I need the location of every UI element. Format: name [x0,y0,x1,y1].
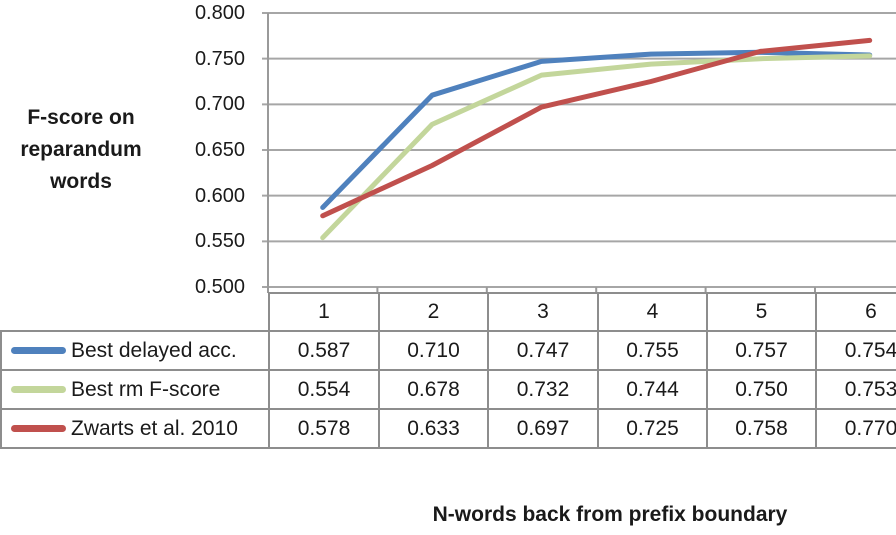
legend-cell: Zwarts et al. 2010 [0,408,270,449]
value-cell: 0.587 [268,330,380,371]
legend-label: Zwarts et al. 2010 [71,416,238,440]
value-cell: 0.633 [378,408,489,449]
y-tick-label: 0.650 [194,139,245,161]
chart-data-table: 1 2 3 4 5 6 Best delayed acc. 0.587 0.710 0.747 0.… [0,292,896,449]
legend-label: Best rm F-score [71,377,221,401]
legend-key-line [11,386,66,393]
y-tick-label: 0.600 [194,185,245,207]
table-row: Best rm F-score 0.554 0.678 0.732 0.744 0.750… [0,369,896,410]
x-category-header: 4 [597,292,708,332]
series-line [320,37,873,219]
x-category-header: 2 [378,292,489,332]
value-cell: 0.770 [815,408,896,449]
series-line [320,53,873,241]
value-cell: 0.757 [706,330,817,371]
table-row: Best delayed acc. 0.587 0.710 0.747 0.755 0.7… [0,330,896,371]
legend-key-line [11,425,66,432]
value-cell: 0.578 [268,408,380,449]
value-cell: 0.554 [268,369,380,410]
value-cell: 0.754 [815,330,896,371]
legend-label: Best delayed acc. [71,338,237,362]
x-category-header: 6 [815,292,896,332]
x-category-header: 5 [706,292,817,332]
x-axis-title: N-words back from prefix boundary [432,503,788,526]
table-row: Zwarts et al. 2010 0.578 0.633 0.697 0.725 0.… [0,408,896,449]
y-tick-label: 0.500 [194,276,245,298]
value-cell: 0.744 [597,369,708,410]
table-corner-empty [1,293,269,331]
x-category-header: 1 [268,292,380,332]
y-tick-label: 0.800 [194,2,245,24]
y-tick-label: 0.550 [194,230,245,252]
plot-area [262,12,896,293]
value-cell: 0.732 [487,369,599,410]
value-cell: 0.678 [378,369,489,410]
legend-cell: Best rm F-score [0,369,270,410]
y-axis-title: F-score on reparandum words [20,106,142,193]
value-cell: 0.758 [706,408,817,449]
legend-key-line [11,347,66,354]
y-tick-label: 0.750 [194,48,245,70]
series-line [320,49,873,210]
value-cell: 0.725 [597,408,708,449]
value-cell: 0.697 [487,408,599,449]
value-cell: 0.710 [378,330,489,371]
value-cell: 0.747 [487,330,599,371]
value-cell: 0.750 [706,369,817,410]
y-tick-label: 0.700 [194,93,245,115]
value-cell: 0.753 [815,369,896,410]
x-category-header: 3 [487,292,599,332]
chart-data-table-wrap: 1 2 3 4 5 6 Best delayed acc. 0.587 0.710 0.747 0.… [0,292,896,460]
value-cell: 0.755 [597,330,708,371]
legend-cell: Best delayed acc. [0,330,270,371]
